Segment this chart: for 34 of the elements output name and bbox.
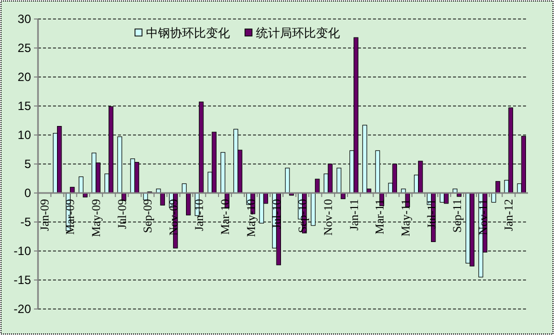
x-tick-label: Sep-09: [140, 199, 155, 233]
y-tick-label: -15: [14, 273, 32, 287]
x-tick-label: Jan-12: [502, 199, 516, 231]
y-tick-label: 5: [24, 157, 32, 171]
y-tick-label: 15: [18, 99, 32, 113]
x-tick-label: Jan-10: [192, 199, 206, 231]
bar: [160, 192, 165, 206]
y-tick-label: 0: [24, 186, 32, 200]
x-tick-label: Jan-09: [37, 199, 52, 231]
y-tick-label: -5: [20, 215, 32, 229]
x-tick-label: Nov-11: [476, 199, 490, 236]
x-tick-label: Mar-10: [218, 199, 232, 235]
x-tick-label: Jul-10: [270, 199, 284, 229]
legend-label: 统计局环比变化: [256, 26, 340, 40]
x-tick-label: Jan-11: [346, 199, 361, 231]
y-tick-label: 20: [18, 70, 32, 84]
bar: [452, 188, 458, 194]
legend-label: 中钢协环比变化: [146, 26, 230, 40]
x-tick-label: May-09: [89, 199, 104, 237]
x-tick-label: Nov-10: [321, 199, 336, 236]
x-tick-label: Nov-09: [166, 199, 180, 236]
bar: [78, 176, 84, 194]
x-tick-label: May-10: [244, 199, 258, 237]
bar: [285, 168, 290, 194]
y-tick-label: -20: [14, 302, 32, 316]
x-tick-label: Jul-09: [114, 199, 129, 229]
x-tick-label: Sep-11: [450, 199, 464, 233]
x-tick-label: Sep-10: [295, 199, 310, 233]
y-tick-label: 30: [18, 12, 32, 26]
y-tick-label: 10: [18, 128, 32, 142]
x-tick-label: Mar-11: [372, 199, 387, 234]
x-tick-label: May-11: [398, 199, 412, 237]
y-tick-label: -10: [14, 244, 32, 258]
y-tick-label: 25: [18, 41, 32, 55]
